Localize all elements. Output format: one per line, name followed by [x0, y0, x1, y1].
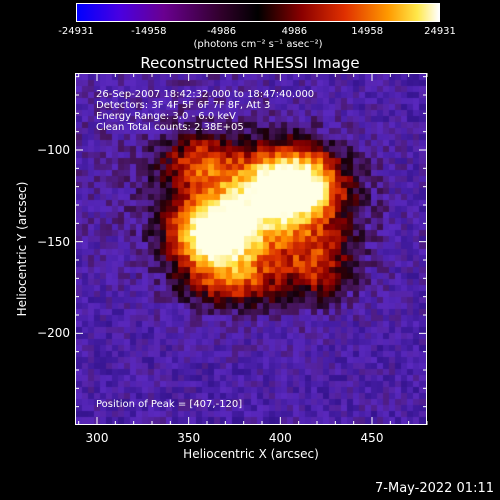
- timestamp: 7-May-2022 01:11: [375, 481, 494, 496]
- y-axis-label: Heliocentric Y (arcsec): [15, 181, 29, 317]
- peak-position-label: Position of Peak = [407,-120]: [96, 399, 243, 410]
- colorbar: [76, 3, 440, 22]
- x-tick-label: 300: [85, 431, 109, 445]
- counts-annotation: Clean Total counts: 2.38E+05: [96, 122, 244, 133]
- x-tick-label: 400: [268, 431, 292, 445]
- detectors-annotation: Detectors: 3F 4F 5F 6F 7F 8F, Att 3: [96, 100, 271, 111]
- colorbar-tick-label: -4986: [207, 26, 237, 37]
- colorbar-tick-label: 14958: [351, 26, 384, 37]
- colorbar-tick-label: 24931: [424, 26, 456, 37]
- y-tick-label: −200: [37, 326, 70, 341]
- x-tick-label: 350: [177, 431, 201, 445]
- colorbar-tick-label: -24931: [58, 26, 94, 37]
- y-tick-label: −150: [37, 234, 70, 249]
- obs-time-annotation: 26-Sep-2007 18:42:32.000 to 18:47:40.000: [96, 89, 315, 100]
- heatmap-image: [76, 74, 426, 424]
- colorbar-tick-label: 4986: [281, 26, 308, 37]
- colorbar-tick-label: -14958: [131, 26, 167, 37]
- x-tick-label: 450: [360, 431, 384, 445]
- chart-title: Reconstructed RHESSI Image: [140, 54, 360, 72]
- plot-area: 26-Sep-2007 18:42:32.000 to 18:47:40.000…: [75, 73, 427, 425]
- x-axis-label: Heliocentric X (arcsec): [183, 447, 319, 461]
- energy-range-annotation: Energy Range: 3.0 - 6.0 keV: [96, 111, 236, 122]
- colorbar-unit: (photons cm⁻² s⁻¹ asec⁻²): [193, 39, 323, 50]
- y-tick-label: −100: [37, 143, 70, 157]
